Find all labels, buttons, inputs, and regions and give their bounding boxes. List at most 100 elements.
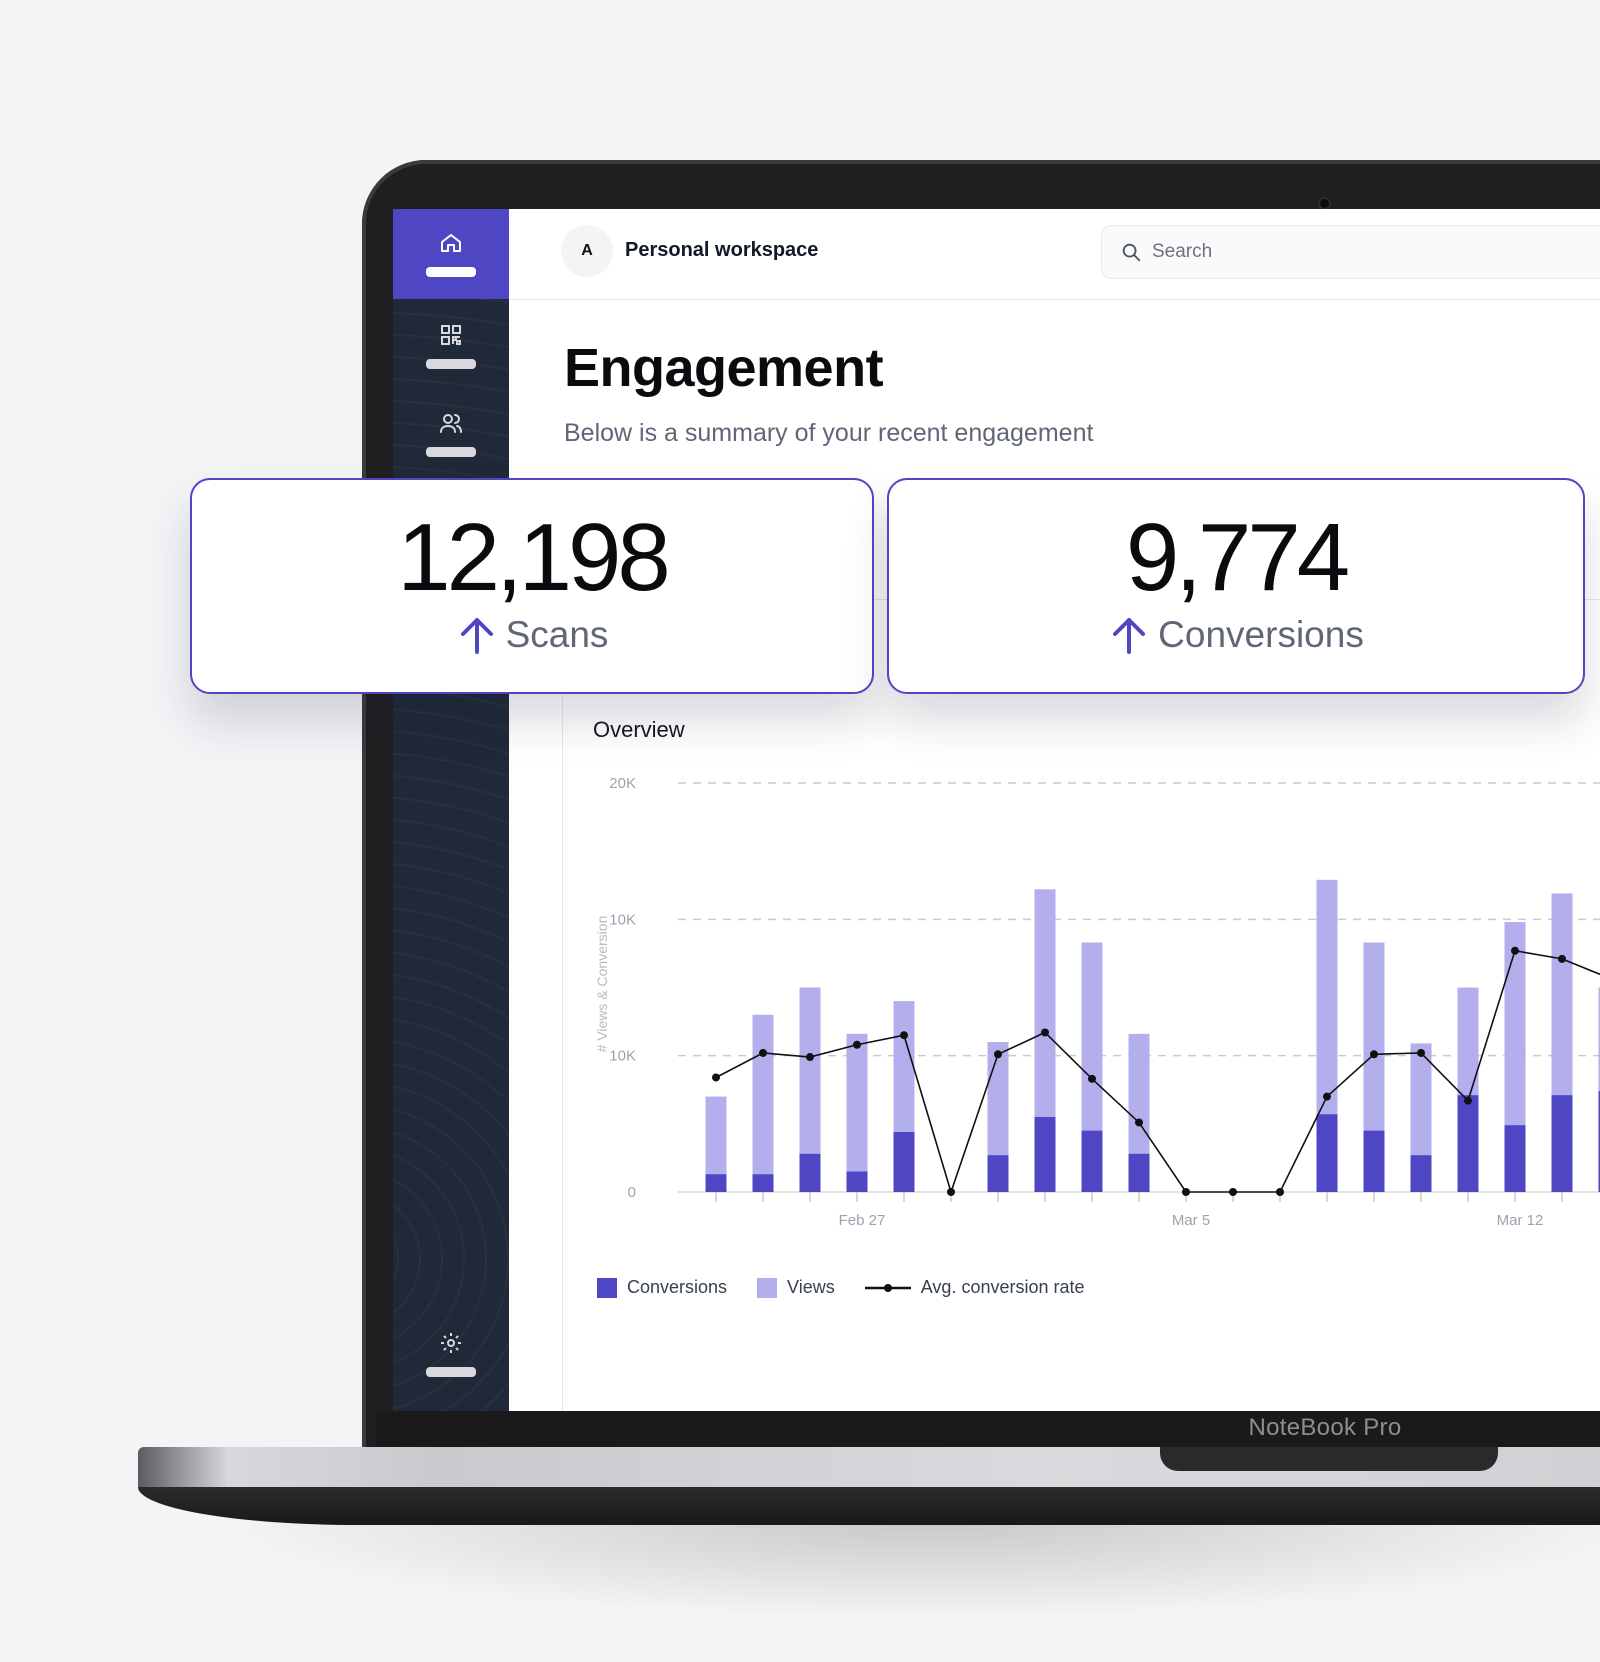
conversions-bar: [1316, 1114, 1338, 1192]
legend-label-avg-rate: Avg. conversion rate: [920, 1277, 1085, 1297]
conversions-bar: [1504, 1125, 1526, 1192]
stat-value-conversions: 9,774: [1125, 504, 1350, 611]
avg-rate-point: [1276, 1188, 1284, 1196]
search-box[interactable]: [1101, 225, 1600, 279]
legend-swatch-avg-rate: [864, 1283, 911, 1292]
home-icon: [441, 234, 461, 252]
sidebar-item-users[interactable]: [393, 389, 509, 479]
legend-item-avg-rate[interactable]: Avg. conversion rate: [864, 1277, 1085, 1298]
avg-rate-point: [947, 1188, 955, 1196]
stat-label-row-conversions: Conversions: [1108, 614, 1364, 656]
conversions-bar: [1034, 1117, 1056, 1192]
sidebar-item-home[interactable]: [393, 209, 509, 299]
avg-rate-point: [1511, 946, 1519, 955]
conversions-bar: [1128, 1153, 1150, 1192]
conversions-bar: [752, 1174, 774, 1192]
y-tick-label: 20K: [609, 775, 636, 792]
stat-label-conversions: Conversions: [1158, 614, 1364, 655]
x-tick-label: Feb 27: [839, 1212, 886, 1229]
avg-rate-point: [1558, 954, 1566, 963]
views-bar: [1128, 1033, 1150, 1192]
sidebar-item-label-placeholder: [426, 359, 476, 369]
avg-rate-point: [1464, 1096, 1472, 1105]
chart-legend: Conversions Views Avg. conversion rate: [597, 1277, 1085, 1298]
conversions-bar: [1081, 1130, 1103, 1192]
sidebar-item-label-placeholder: [426, 447, 476, 457]
laptop-hinge-notch: [1160, 1447, 1498, 1471]
views-bar: [1504, 922, 1526, 1192]
conversions-bar: [893, 1132, 915, 1192]
sidebar-item-qr-codes[interactable]: [393, 301, 509, 391]
avg-rate-point: [994, 1050, 1002, 1059]
gear-icon: [441, 1333, 461, 1353]
y-tick-label: 0: [628, 1184, 636, 1201]
stat-label-row-scans: Scans: [456, 614, 609, 656]
overview-chart: 0 10K 10K 20K # Views & Conversion Feb 27 Mar …: [594, 775, 1600, 1229]
legend-label-conversions: Conversions: [627, 1277, 728, 1297]
views-bar: [1598, 987, 1600, 1192]
legend-swatch-conversions: [597, 1277, 617, 1298]
avg-rate-point: [1135, 1118, 1143, 1127]
views-bar: [1081, 942, 1103, 1192]
views-bar: [799, 987, 821, 1192]
stat-card-scans[interactable]: 12,198 Scans: [190, 478, 874, 694]
chart-title: Overview: [593, 717, 685, 742]
legend-swatch-views: [757, 1277, 778, 1298]
y-axis-label: # Views & Conversion: [594, 916, 610, 1053]
stat-value-scans: 12,198: [397, 504, 671, 611]
avg-rate-point: [712, 1073, 720, 1082]
sidebar: [393, 209, 509, 1411]
legend-item-views[interactable]: Views: [757, 1277, 835, 1298]
sidebar-item-label-placeholder: [426, 267, 476, 277]
views-bar: [846, 1033, 868, 1192]
views-bar: [705, 1096, 727, 1192]
stat-card-conversions[interactable]: 9,774 Conversions: [887, 478, 1585, 694]
workspace-name[interactable]: Personal workspace: [625, 239, 819, 261]
views-bar: [752, 1014, 774, 1192]
users-icon: [440, 414, 462, 433]
avg-rate-line: [715, 949, 1600, 1195]
search-icon: [1122, 243, 1141, 262]
avg-rate-point: [759, 1048, 767, 1057]
views-bar: [1034, 889, 1056, 1192]
legend-item-conversions[interactable]: Conversions: [597, 1277, 727, 1298]
page-title: Engagement: [564, 338, 884, 398]
laptop-shadow: [220, 1520, 1600, 1620]
avg-rate-point: [1229, 1188, 1237, 1196]
sidebar-item-label-placeholder: [426, 1367, 476, 1377]
avg-rate-point: [1417, 1048, 1425, 1057]
avg-rate-point: [1088, 1074, 1096, 1083]
y-tick-label: 10K: [609, 911, 636, 928]
arrow-up-icon: [1113, 618, 1146, 654]
screen-bezel-bottom: [376, 1411, 1600, 1447]
qr-code-icon: [441, 325, 461, 345]
conversions-bar: [799, 1153, 821, 1192]
conversions-bar: [1363, 1130, 1385, 1192]
avg-rate-point: [806, 1053, 814, 1062]
x-tick-label: Mar 5: [1172, 1212, 1210, 1229]
y-tick-label: 10K: [609, 1048, 636, 1065]
avg-rate-point: [1182, 1188, 1190, 1196]
conversions-bar: [846, 1171, 868, 1192]
avg-rate-point: [1370, 1050, 1378, 1059]
laptop-brand-label: NoteBook Pro: [1248, 1414, 1402, 1441]
search-input[interactable]: [1150, 240, 1554, 264]
legend-label-views: Views: [787, 1277, 835, 1297]
avg-rate-point: [853, 1040, 861, 1049]
conversions-bar: [987, 1155, 1009, 1192]
conversions-bar: [705, 1174, 727, 1192]
views-bar: [1363, 942, 1385, 1192]
conversions-bar: [1410, 1155, 1432, 1192]
x-tick-label: Mar 12: [1497, 1212, 1544, 1229]
stat-label-scans: Scans: [505, 614, 609, 655]
conversions-bar: [1457, 1095, 1479, 1192]
overview-card: [562, 599, 1600, 1411]
avatar[interactable]: A: [561, 225, 613, 277]
conversions-bar: [1598, 1091, 1600, 1192]
arrow-up-icon: [460, 618, 493, 654]
views-bar: [1410, 1043, 1432, 1192]
page-subtitle: Below is a summary of your recent engage…: [564, 419, 1094, 447]
top-bar: A Personal workspace: [509, 209, 1600, 300]
webcam: [1320, 199, 1329, 208]
sidebar-item-settings[interactable]: [393, 1309, 509, 1399]
